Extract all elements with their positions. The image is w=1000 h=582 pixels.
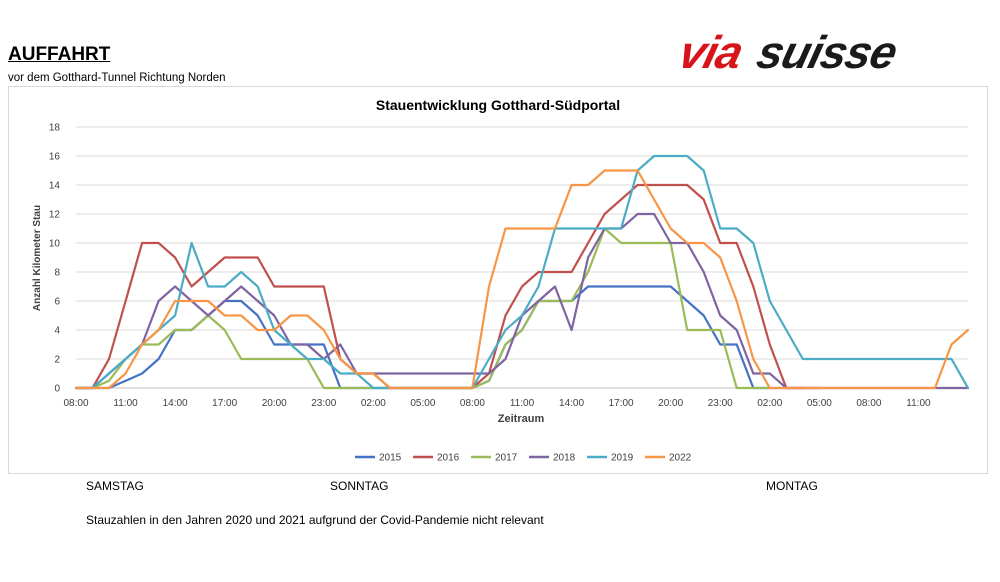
day-label-saturday: SAMSTAG [86,479,144,493]
series-line-2019 [74,154,970,390]
x-tick-label: 20:00 [658,398,683,409]
x-tick-label: 02:00 [757,398,782,409]
x-tick-label: 14:00 [163,398,188,409]
x-tick-label: 08:00 [63,398,88,409]
logo-suisse: suisse [752,30,902,78]
x-tick-label: 17:00 [609,398,634,409]
footnote: Stauzahlen in den Jahren 2020 und 2021 a… [86,513,544,527]
legend-label-2022: 2022 [669,453,692,464]
x-tick-label: 05:00 [807,398,832,409]
legend-label-2016: 2016 [437,453,460,464]
x-tick-label: 02:00 [361,398,386,409]
x-tick-label: 11:00 [906,398,931,409]
legend-label-2015: 2015 [379,453,402,464]
logo-via: via [674,30,748,78]
x-tick-label: 20:00 [262,398,287,409]
y-tick-label: 8 [54,268,60,279]
page-subtitle: vor dem Gotthard-Tunnel Richtung Norden [8,72,226,84]
x-tick-label: 17:00 [212,398,237,409]
series-line-2016 [74,183,821,390]
y-tick-label: 4 [54,326,60,337]
x-tick-label: 11:00 [510,398,535,409]
legend-label-2018: 2018 [553,453,576,464]
x-tick-label: 08:00 [856,398,881,409]
series-line-2017 [74,227,771,390]
legend-label-2017: 2017 [495,453,518,464]
y-axis-label: Anzahl Kilometer Stau [32,205,43,311]
y-tick-label: 12 [49,210,61,221]
y-tick-label: 2 [54,355,60,366]
chart-frame [8,86,988,474]
y-tick-label: 6 [54,297,60,308]
viasuisse-logo: via suisse [674,30,902,78]
x-tick-label: 11:00 [113,398,138,409]
x-tick-label: 05:00 [410,398,435,409]
y-tick-label: 0 [54,384,60,395]
x-tick-label: 08:00 [460,398,485,409]
page-title: AUFFAHRT [8,44,111,65]
x-tick-label: 14:00 [559,398,584,409]
y-tick-label: 16 [49,152,61,163]
chart-title: Stauentwicklung Gotthard-Südportal [376,97,620,113]
legend-label-2019: 2019 [611,453,634,464]
x-tick-label: 23:00 [708,398,733,409]
day-label-monday: MONTAG [766,479,818,493]
series-line-2022 [74,169,970,390]
y-tick-label: 18 [49,123,61,134]
x-axis-label: Zeitraum [498,413,545,425]
x-tick-label: 23:00 [311,398,336,409]
y-tick-label: 10 [49,239,61,250]
y-tick-label: 14 [49,181,61,192]
day-label-sunday: SONNTAG [330,479,389,493]
